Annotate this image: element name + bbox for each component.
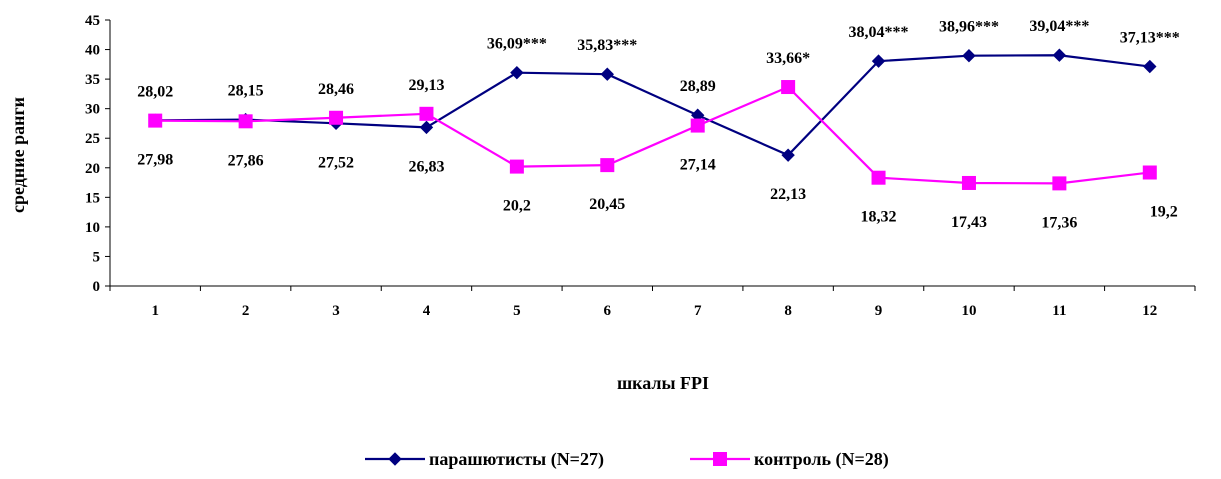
series-2-point (961, 175, 976, 190)
series-2-data-label: 29,13 (408, 77, 444, 94)
series-1-point (962, 48, 976, 63)
y-tick-label: 20 (85, 161, 100, 177)
series-1-data-label: 36,09*** (487, 36, 547, 53)
series-1-data-label: 26,83 (408, 158, 444, 175)
series-2-point (781, 80, 796, 95)
x-tick-label: 11 (1052, 303, 1066, 319)
legend-marker-1 (388, 452, 402, 466)
series-1-point (1052, 48, 1067, 62)
series-1-point (510, 65, 524, 80)
y-tick-label: 45 (85, 13, 100, 29)
series-2-point (1052, 176, 1067, 191)
series-2-data-label: 33,66* (766, 50, 810, 67)
series-2-point (1142, 165, 1157, 180)
x-tick-label: 7 (694, 303, 702, 319)
legend-label-1: парашютисты (N=27) (429, 449, 604, 470)
legend: парашютисты (N=27) контроль (N=28) (365, 449, 889, 470)
series-2-data-label: 17,36 (1041, 214, 1077, 231)
series-1-point (600, 67, 614, 81)
x-tick-label: 3 (332, 303, 340, 319)
series-2-point (871, 170, 886, 185)
series-2-data-label: 20,45 (589, 196, 625, 213)
y-tick-label: 25 (85, 131, 100, 147)
series-2-point (690, 118, 705, 133)
series-1-data-label: 28,02 (137, 83, 173, 100)
series-1-data-label: 28,89 (680, 78, 716, 95)
legend-label-2: контроль (N=28) (754, 449, 889, 470)
x-tick-label: 10 (961, 303, 976, 319)
series-line-2 (155, 85, 1150, 185)
series-line-1 (155, 54, 1150, 157)
y-tick-label: 5 (93, 249, 101, 265)
series-2-point (419, 106, 434, 121)
x-tick-label: 5 (513, 303, 521, 319)
x-tick-label: 12 (1142, 303, 1157, 319)
series-2-data-label: 27,86 (228, 152, 264, 169)
series-2-point (238, 114, 253, 129)
x-tick-label: 2 (242, 303, 250, 319)
y-tick-label: 40 (85, 43, 100, 59)
y-tick-label: 35 (85, 72, 100, 88)
y-tick-label: 0 (93, 279, 101, 295)
series-1-data-label: 28,15 (228, 83, 264, 100)
series-1-data-label: 39,04*** (1029, 18, 1089, 35)
series-2-data-label: 28,46 (318, 81, 354, 98)
series-2-point (509, 159, 524, 174)
series-1-point (1143, 59, 1157, 74)
x-tick-label: 1 (151, 303, 159, 319)
x-tick-label: 9 (875, 303, 883, 319)
series-1-point (781, 148, 795, 162)
series-1-point (419, 120, 434, 135)
series-1-data-label: 27,52 (318, 154, 354, 171)
series-2-point (148, 113, 163, 128)
series-2-data-label: 27,14 (680, 157, 716, 174)
series-1-data-label: 37,13*** (1120, 30, 1180, 47)
series-2-data-label: 27,98 (137, 152, 173, 169)
series-1-data-label: 22,13 (770, 186, 806, 203)
series-1-point (871, 54, 886, 68)
series-1-data-label: 38,96*** (939, 19, 999, 36)
series-2-data-label: 18,32 (861, 209, 897, 226)
y-tick-label: 30 (85, 102, 100, 118)
series-1-data-label: 38,04*** (849, 24, 909, 41)
y-tick-label: 10 (85, 220, 100, 236)
x-tick-label: 8 (784, 303, 792, 319)
legend-marker-2 (713, 452, 727, 466)
x-tick-label: 4 (423, 303, 431, 319)
series-2-point (329, 110, 344, 125)
series-1-data-label: 35,83*** (577, 37, 637, 54)
series-2-data-label: 19,2 (1150, 204, 1178, 221)
y-tick-label: 15 (85, 190, 100, 206)
y-axis-title: средние ранги (8, 97, 28, 213)
series-2-point (600, 158, 615, 173)
x-tick-label: 6 (604, 303, 612, 319)
series-2-data-label: 17,43 (951, 214, 987, 231)
x-axis-title: шкалы FPI (617, 373, 709, 393)
series-2-data-label: 20,2 (503, 198, 531, 215)
